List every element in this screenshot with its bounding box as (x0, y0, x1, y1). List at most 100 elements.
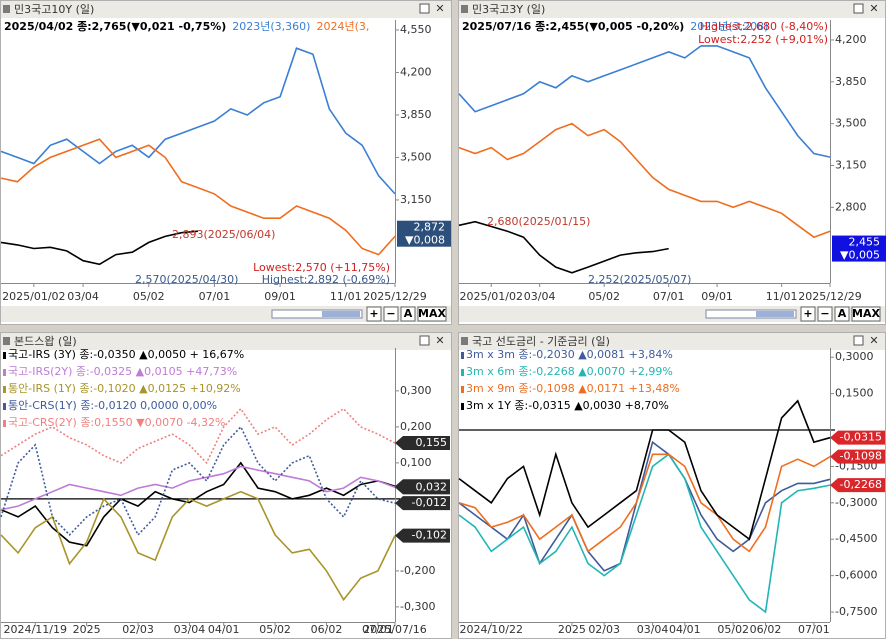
end-label: 0,032 (416, 480, 448, 493)
x-tick-label: 04/01 (669, 623, 701, 636)
legend-entry: 통안-CRS(1Y) 종:-0,0120 0,0000 0,00% (8, 399, 217, 412)
current-box (397, 220, 451, 247)
toolbar-button-label[interactable]: − (386, 307, 395, 320)
toolbar-button-label[interactable]: A (404, 307, 413, 320)
x-tick-label: 2025 (73, 623, 101, 636)
series-line (0, 230, 199, 266)
x-tick-label: 03/04 (67, 290, 99, 303)
end-label: -0,012 (412, 496, 447, 509)
end-label-box (830, 449, 885, 464)
x-tick-label: 03/04 (174, 623, 206, 636)
legend-marker (3, 386, 6, 393)
close-button: ✕ (869, 334, 878, 347)
y-tick-label: -0,7500 (835, 605, 877, 618)
end-label-box (395, 436, 450, 451)
x-tick-label: 11/01 (330, 290, 362, 303)
x-tick-label: 2025/01/02 (2, 290, 65, 303)
annotation: 2,570(2025/04/30) (135, 273, 238, 286)
toolbar-button-label[interactable]: + (803, 307, 812, 320)
legend-marker (461, 386, 464, 393)
title-bar (459, 333, 885, 350)
window-button (419, 3, 430, 14)
legend-entry: 2024년(3, (316, 20, 369, 33)
title-icon (461, 5, 468, 13)
toolbar-button-label[interactable]: MAX (852, 307, 880, 320)
end-label: 0,155 (416, 436, 448, 449)
series-line (458, 453, 831, 614)
toolbar-button[interactable] (417, 306, 447, 322)
toolbar-button[interactable] (834, 306, 850, 322)
close-button: ✕ (869, 2, 878, 15)
title-bar (1, 333, 451, 350)
y-tick-label: 3,500 (400, 150, 432, 163)
y-tick-label: 3,500 (835, 117, 867, 130)
y-tick-label: 0,1500 (835, 387, 874, 400)
series-line (0, 138, 396, 256)
x-tick-label: 09/01 (701, 290, 733, 303)
scroll-slider (271, 309, 363, 319)
window-button (853, 3, 864, 14)
y-tick-label: -0,200 (400, 564, 435, 577)
legend-entry: 2025/04/02 종:2,765(▼0,021 -0,75%) (4, 20, 226, 33)
x-tick-label: 04/01 (208, 623, 240, 636)
x-tick-label: 2025 (558, 623, 586, 636)
scroll-thumb (322, 311, 360, 317)
y-tick-label: 0,100 (400, 456, 432, 469)
x-tick-label: 2025/01/02 (460, 290, 523, 303)
end-label: -0,0315 (840, 431, 882, 444)
x-tick-label: 09/01 (264, 290, 296, 303)
title-icon (3, 337, 10, 345)
x-tick-label: 06/02 (750, 623, 782, 636)
current-change: ▼0,008 (405, 234, 445, 247)
legend-entry: 2023년(3,360) (232, 20, 310, 33)
title-bar (1, 1, 451, 18)
end-label: -0,102 (412, 529, 447, 542)
current-box (832, 235, 886, 262)
x-tick-label: 2024/10/22 (460, 623, 523, 636)
series-line (0, 465, 396, 511)
series-line (0, 425, 396, 537)
panel-title: 민3국고10Y (일) (14, 2, 94, 16)
x-tick-label: 05/02 (588, 290, 620, 303)
end-label: -0,2268 (840, 478, 882, 491)
series-line (458, 399, 831, 541)
end-label-box (830, 478, 885, 493)
x-tick-label: 06/02 (311, 623, 343, 636)
y-tick-label: 2,800 (835, 200, 867, 213)
x-tick-label: 02/03 (122, 623, 154, 636)
y-tick-label: 3,850 (400, 108, 432, 121)
toolbar-button-label[interactable]: MAX (418, 307, 446, 320)
toolbar-button[interactable] (851, 306, 881, 322)
toolbar-button-label[interactable]: A (838, 307, 847, 320)
close-button: ✕ (435, 334, 444, 347)
panel-title: 본드스왑 (일) (14, 334, 77, 348)
annotation: Lowest:2,570 (+11,75%) (253, 261, 390, 274)
toolbar-button[interactable] (366, 306, 382, 322)
legend-marker (461, 352, 464, 359)
toolbar-button[interactable] (800, 306, 816, 322)
series-line (458, 453, 831, 553)
y-tick-label: 0,3000 (835, 350, 874, 363)
toolbar-button-label[interactable]: − (820, 307, 829, 320)
x-tick-label: 2024/11/19 (4, 623, 67, 636)
legend-entry: 국고-IRS(2Y) 종:-0,0325 ▲0,0105 +47,73% (8, 365, 237, 378)
x-tick-label: 05/02 (259, 623, 291, 636)
annotation: Lowest:2,252 (+9,01%) (698, 33, 828, 46)
panel-border (0, 0, 452, 325)
toolbar-button-label[interactable]: + (369, 307, 378, 320)
annotation: 2,893(2025/06/04) (172, 228, 275, 241)
y-tick-label: -0,3000 (835, 496, 877, 509)
legend-marker (3, 420, 6, 427)
toolbar-button[interactable] (400, 306, 416, 322)
end-label: -0,1098 (840, 450, 882, 463)
legend-entry: 국고-IRS (3Y) 종:-0,0350 ▲0,0050 + 16,67% (8, 348, 244, 361)
series-line (0, 407, 396, 465)
toolbar-button[interactable] (817, 306, 833, 322)
legend-marker (461, 403, 464, 410)
toolbar-button[interactable] (383, 306, 399, 322)
current-value: 2,455 (849, 236, 881, 249)
title-icon (461, 337, 468, 345)
series-line (0, 461, 396, 547)
annotation: 2,680(2025/01/15) (487, 215, 590, 228)
